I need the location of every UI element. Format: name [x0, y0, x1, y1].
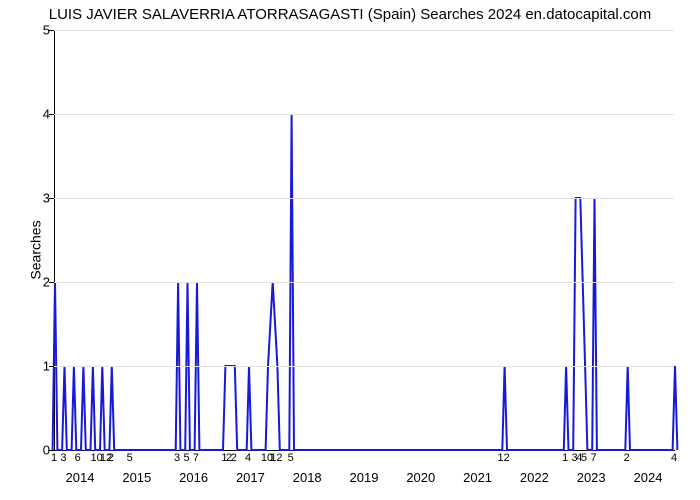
y-gridline: [54, 30, 674, 31]
x-tick-label: 7: [193, 452, 199, 464]
x-tick-label: 2: [231, 452, 237, 464]
x-tick-label: 1: [51, 452, 57, 464]
x-tick-label: 5: [183, 452, 189, 464]
x-tick-label: 7: [590, 452, 596, 464]
x-tick-label: 6: [75, 452, 81, 464]
y-tick: [49, 450, 54, 451]
chart-container: LUIS JAVIER SALAVERRIA ATORRASAGASTI (Sp…: [0, 0, 700, 500]
x-year-label: 2021: [463, 470, 492, 485]
x-tick-label: 5: [581, 452, 587, 464]
x-year-label: 2022: [520, 470, 549, 485]
x-year-label: 2023: [577, 470, 606, 485]
x-year-label: 2020: [406, 470, 435, 485]
x-tick-label: 5: [288, 452, 294, 464]
x-year-label: 2019: [350, 470, 379, 485]
y-axis-label: Searches: [28, 220, 44, 279]
x-tick-label: 5: [127, 452, 133, 464]
x-year-label: 2018: [293, 470, 322, 485]
x-tick-label: 2: [108, 452, 114, 464]
y-gridline: [54, 282, 674, 283]
plot-area: [54, 30, 675, 451]
data-line: [55, 30, 675, 450]
x-tick-label: 4: [671, 452, 677, 464]
x-year-label: 2017: [236, 470, 265, 485]
y-gridline: [54, 198, 674, 199]
x-year-label: 2016: [179, 470, 208, 485]
x-tick-label: 4: [245, 452, 251, 464]
x-tick-label: 3: [60, 452, 66, 464]
x-year-label: 2024: [634, 470, 663, 485]
x-year-label: 2015: [122, 470, 151, 485]
y-gridline: [54, 366, 674, 367]
y-gridline: [54, 114, 674, 115]
x-tick-label: 12: [270, 452, 282, 464]
x-tick-label: 12: [497, 452, 509, 464]
x-tick-label: 3: [174, 452, 180, 464]
x-tick-label: 1: [562, 452, 568, 464]
x-tick-label: 2: [624, 452, 630, 464]
chart-title: LUIS JAVIER SALAVERRIA ATORRASAGASTI (Sp…: [0, 6, 700, 23]
x-year-label: 2014: [66, 470, 95, 485]
